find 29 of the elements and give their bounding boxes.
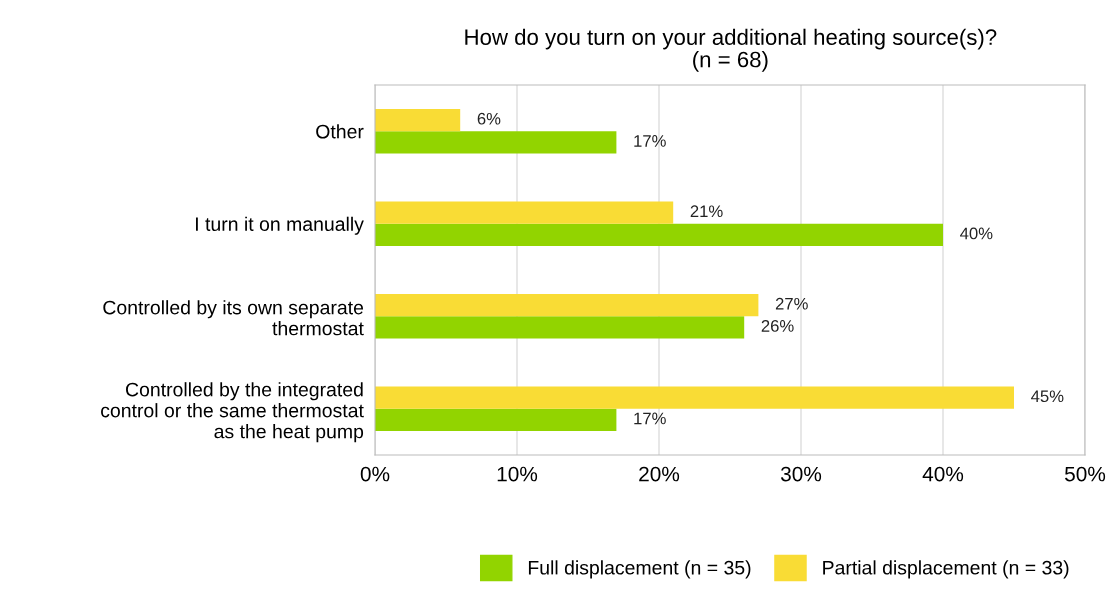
data-label: 17% — [634, 135, 666, 147]
legend-label: Partial displacement (n = 33) — [823, 560, 1069, 579]
data-label: 6% — [477, 112, 501, 125]
x-tick-label: 10% — [497, 466, 538, 482]
data-label: 17% — [634, 412, 666, 425]
bar — [375, 223, 943, 246]
bar — [375, 201, 674, 224]
bar — [375, 109, 461, 132]
x-tick-label: 40% — [922, 466, 964, 482]
bar — [375, 386, 1014, 409]
x-tick-label: 0% — [360, 466, 390, 482]
legend-label: Full displacement (n = 35) — [528, 560, 751, 579]
data-label: 45% — [1031, 390, 1064, 403]
data-label: 27% — [775, 297, 808, 310]
bar — [375, 408, 617, 431]
chart-title: How do you turn on your additional heating source(s)? (n = 68) — [465, 28, 997, 72]
bar — [375, 316, 745, 339]
y-tick-label: Other — [316, 124, 364, 139]
y-tick-label: Controlled by the integrated control or the same thermostat as the heat pump — [101, 382, 364, 443]
y-tick-label: I turn it on manually — [196, 216, 364, 235]
data-label: 21% — [690, 205, 723, 218]
x-tick-label: 20% — [639, 466, 680, 482]
x-tick-label: 30% — [780, 466, 822, 482]
data-label: 40% — [960, 227, 993, 240]
data-label: 26% — [761, 320, 794, 332]
x-tick-label: 50% — [1064, 466, 1106, 482]
y-tick-label: Controlled by its own separate thermostat — [103, 300, 364, 336]
bar — [375, 131, 617, 154]
bar — [375, 294, 759, 317]
